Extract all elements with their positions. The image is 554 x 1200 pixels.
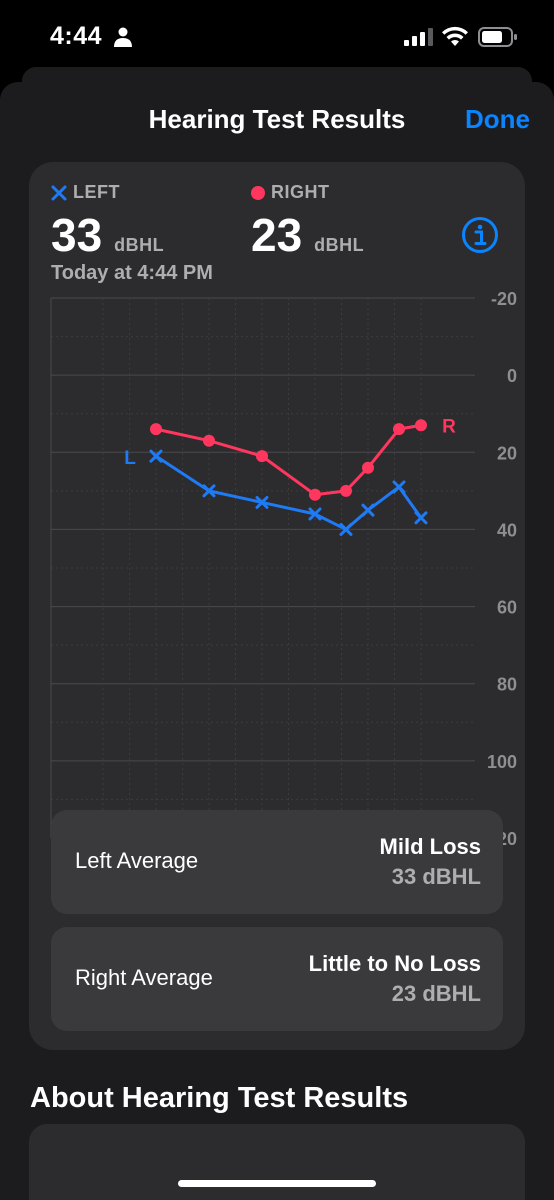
right-average-category: Little to No Loss (308, 951, 481, 976)
legend-left-label: LEFT (73, 182, 120, 202)
right-ear-point (150, 423, 162, 436)
y-tick-label: -20 (491, 289, 517, 309)
x-icon (51, 185, 67, 200)
audiogram-chart: -20020406080100120125Hz2505001kHz2kHz4kH… (50, 289, 517, 868)
right-ear-point (362, 461, 374, 474)
right-series-label: R (442, 416, 456, 437)
legend-left: LEFT (51, 182, 120, 203)
right-ear-point (203, 434, 215, 447)
right-ear-point (340, 484, 353, 497)
left-ear-point (339, 522, 353, 536)
left-ear-point (308, 507, 322, 521)
right-ear-point (393, 423, 406, 436)
audiogram-card: LEFT RIGHT 33 dBHL 23 dBHL Today at 4:44… (29, 162, 525, 1050)
y-tick-label: 0 (507, 366, 517, 386)
right-average-row[interactable]: Right Average Little to No Loss 23 dBHL (51, 927, 503, 1031)
y-tick-label: 80 (497, 675, 517, 695)
left-ear-point (255, 495, 269, 509)
status-bar: 4:44 (0, 0, 554, 70)
right-ear-point (256, 450, 268, 463)
legend-right-label: RIGHT (271, 182, 330, 202)
y-tick-label: 40 (497, 520, 517, 540)
left-ear-point (392, 480, 406, 494)
left-ear-point (414, 511, 428, 525)
left-value-number: 33 (51, 209, 103, 261)
right-average-value: 23 dBHL (391, 981, 481, 1006)
right-value: 23 dBHL (251, 208, 364, 262)
right-average-label: Right Average (75, 965, 213, 990)
info-circle-icon[interactable] (461, 216, 499, 254)
wifi-icon (442, 26, 468, 46)
left-value: 33 dBHL (51, 208, 164, 262)
test-timestamp: Today at 4:44 PM (51, 262, 213, 284)
cellular-signal-icon (404, 28, 433, 46)
right-ear-line (155, 423, 422, 497)
left-average-category: Mild Loss (379, 834, 481, 859)
left-ear-point (361, 503, 375, 517)
y-tick-label: 20 (497, 443, 517, 463)
dot-icon (251, 185, 265, 200)
results-sheet: Hearing Test Results Done LEFT RIGHT 33 … (0, 82, 554, 1200)
y-tick-label: 60 (497, 598, 517, 618)
done-button[interactable]: Done (465, 104, 530, 134)
left-ear-point (202, 484, 216, 498)
right-ear-point (415, 419, 427, 432)
left-series-label: L (124, 448, 136, 469)
person-icon (114, 27, 132, 47)
page-title: Hearing Test Results (148, 104, 406, 134)
left-ear-point (149, 449, 163, 463)
right-value-number: 23 (251, 209, 303, 261)
left-value-unit: dBHL (114, 235, 165, 255)
left-average-value: 33 dBHL (391, 864, 481, 889)
right-value-unit: dBHL (314, 235, 365, 255)
left-average-label: Left Average (75, 848, 199, 873)
right-ear-point (309, 488, 321, 501)
legend-right: RIGHT (251, 182, 330, 203)
about-card[interactable] (29, 1124, 525, 1200)
left-average-row[interactable]: Left Average Mild Loss 33 dBHL (51, 810, 503, 914)
y-tick-label: 100 (487, 752, 517, 772)
home-indicator (178, 1180, 376, 1187)
battery-icon (478, 27, 517, 47)
status-time: 4:44 (50, 22, 103, 50)
about-section-title: About Hearing Test Results (30, 1082, 409, 1114)
